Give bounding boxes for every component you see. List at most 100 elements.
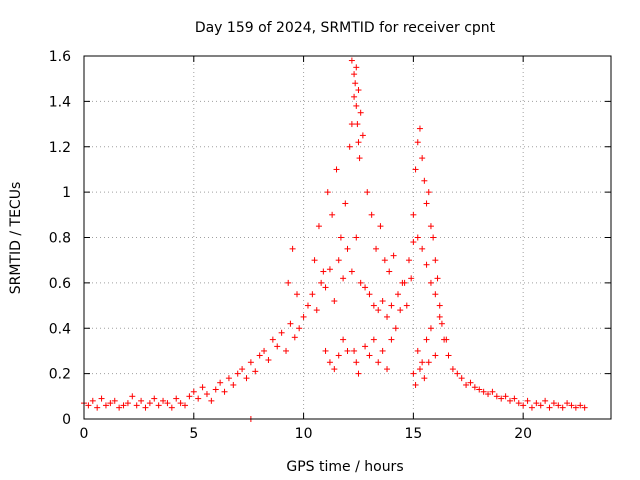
data-point [550,400,557,407]
x-tick-label: 15 [404,426,422,442]
data-point [493,393,500,400]
data-point [326,359,333,366]
data-point [355,370,362,377]
data-point [427,223,434,230]
data-point [577,402,584,409]
data-point [356,155,363,162]
data-point [107,400,114,407]
y-tick-label: 0.2 [49,367,71,383]
data-point [221,388,228,395]
data-point [423,261,430,268]
data-point [344,347,351,354]
data-point [151,395,158,402]
data-point [572,404,579,411]
data-point [423,200,430,207]
data-point [533,400,540,407]
data-point [395,291,402,298]
data-point [278,329,285,336]
data-point [195,395,202,402]
y-tick-label: 0.6 [49,276,71,292]
data-point [329,211,336,218]
data-point [138,397,145,404]
data-point [252,368,259,375]
data-point [274,343,281,350]
y-tick-label: 1.4 [49,94,71,110]
data-point [421,177,428,184]
data-point [142,404,149,411]
data-point [506,397,513,404]
data-point [427,279,434,286]
grid [84,56,611,419]
data-point [348,121,355,128]
data-point [322,284,329,291]
data-point [498,395,505,402]
data-point [366,352,373,359]
data-point [408,275,415,282]
data-point [432,352,439,359]
data-point [359,132,366,139]
data-point [458,375,465,382]
y-tick-label: 0.4 [49,321,71,337]
data-point [234,370,241,377]
data-point [333,166,340,173]
data-point [370,302,377,309]
x-axis-label: GPS time / hours [286,459,403,475]
data-point [318,279,325,286]
data-point [423,336,430,343]
data-point [352,80,359,87]
data-point [414,347,421,354]
data-point [351,347,358,354]
y-tick-label: 0.8 [49,231,71,247]
axis-ticks [83,55,611,420]
data-point [515,400,522,407]
data-point [414,139,421,146]
data-point [340,275,347,282]
data-point [449,366,456,373]
data-point [373,245,380,252]
data-point [120,402,127,409]
data-point [403,302,410,309]
data-point [537,402,544,409]
data-point [348,57,355,64]
data-point [436,313,443,320]
data-point [436,302,443,309]
data-point [425,359,432,366]
data-point [225,375,232,382]
data-point [528,404,535,411]
data-point [160,397,167,404]
x-tick-label: 0 [80,426,89,442]
data-point [335,352,342,359]
data-point [102,402,109,409]
y-tick-label: 1 [62,185,71,201]
data-point [555,402,562,409]
data-point [427,325,434,332]
data-point [315,223,322,230]
data-point [357,279,364,286]
data-point [412,381,419,388]
data-point [381,257,388,264]
data-point [384,366,391,373]
data-point [182,402,189,409]
data-point [353,359,360,366]
data-point [85,402,92,409]
data-point [412,166,419,173]
data-point [432,291,439,298]
data-point [269,336,276,343]
data-point [445,352,452,359]
data-point [243,375,250,382]
data-point [416,366,423,373]
data-point [133,402,140,409]
data-point [291,334,298,341]
data-point [116,404,123,411]
data-point [386,268,393,275]
y-tick-label: 1.6 [49,49,71,65]
data-point [443,336,450,343]
data-point [476,386,483,393]
y-tick-labels: 0 0.2 0.4 0.6 0.8 1 1.2 1.4 1.6 [49,49,71,428]
data-point [410,211,417,218]
data-point [564,400,571,407]
data-point [203,391,210,398]
data-point [94,404,101,411]
data-point [355,139,362,146]
